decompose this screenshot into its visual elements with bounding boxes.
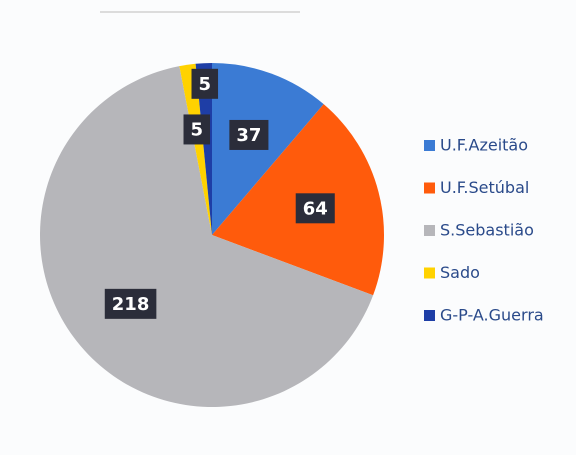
legend-swatch [424,310,435,321]
data-label-text: 5 [191,119,204,140]
data-label: 5 [191,68,219,99]
legend-swatch [424,225,435,236]
pie-slice [39,66,374,407]
data-label: 64 [295,193,335,224]
data-label: 218 [104,288,157,319]
data-label-box [104,288,157,319]
pie-slice [179,63,212,235]
legend-swatch [424,267,435,279]
legend-swatch [424,182,435,194]
data-label-text: 64 [303,198,328,219]
legend-swatch [424,140,435,151]
data-label-box [229,119,269,150]
legend-label: S.Sebastião [440,221,534,240]
data-label-box [191,68,219,99]
data-label-text: 37 [236,125,261,146]
legend-label: Sado [440,263,480,282]
data-label: 5 [183,114,211,145]
data-label-text: 218 [112,294,150,315]
data-label-text: 5 [199,74,212,95]
data-label-box [183,114,211,145]
legend-label: U.F.Azeitão [440,136,528,155]
data-label-box [295,193,335,224]
pie-slice [195,63,212,235]
legend-label: U.F.Setúbal [440,178,529,197]
legend-label: G-P-A.Guerra [440,306,544,325]
data-label: 37 [229,119,269,150]
